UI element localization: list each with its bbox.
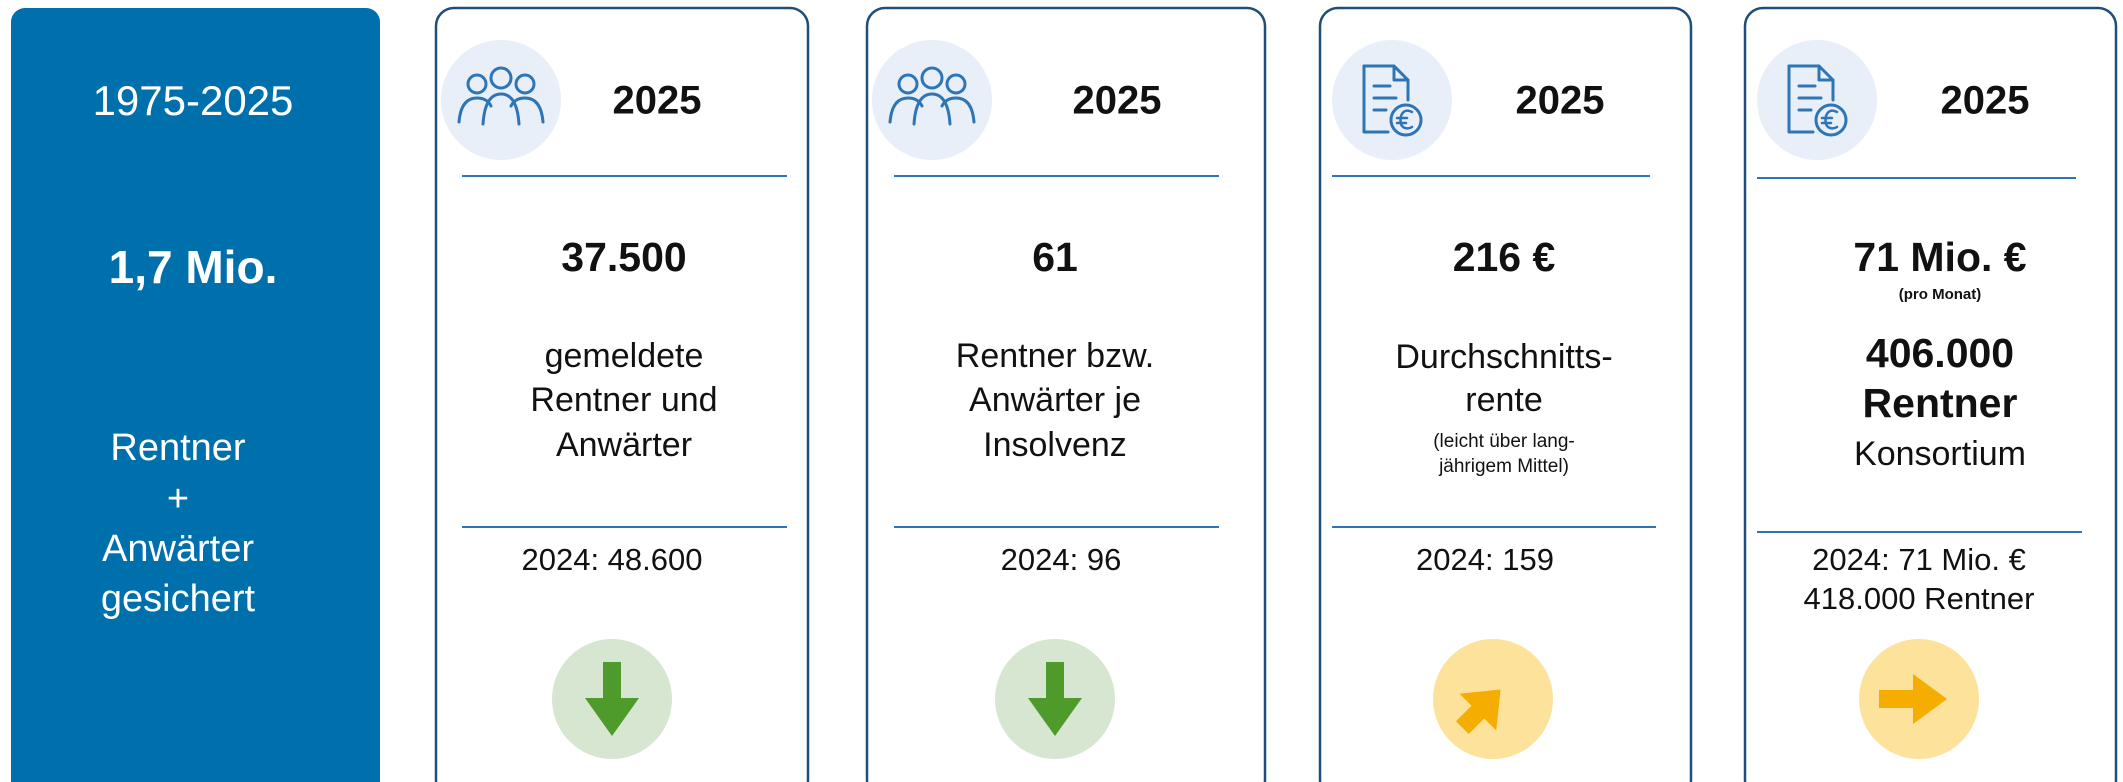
previous: 2024: 159 — [1416, 542, 1554, 577]
note: (leicht über lang- — [1433, 431, 1575, 452]
previous: 2024: 71 Mio. € — [1812, 542, 2026, 577]
card: 2025 61 Rentner bzw. Anwärter je Insolve… — [865, 6, 1267, 782]
year: 2025 — [1516, 79, 1605, 123]
previous: 2024: 48.600 — [521, 542, 702, 577]
card-frame — [434, 6, 810, 782]
value: 71 Mio. € — [1853, 234, 2026, 280]
note: jährigem Mittel) — [1438, 456, 1569, 477]
description: Anwärter je — [969, 381, 1141, 419]
total: 1,7 Mio. — [109, 241, 278, 293]
value: 216 € — [1453, 234, 1556, 280]
period: 1975-2025 — [93, 77, 294, 124]
document-icon — [1362, 64, 1423, 137]
description: Rentner bzw. — [956, 337, 1154, 375]
icon-bg — [1332, 40, 1452, 160]
trend-arrow-up — [1455, 689, 1501, 735]
label-line: gesichert — [101, 578, 256, 620]
card-frame — [1743, 6, 2118, 782]
card: 2025 37.500 gemeldete Rentner und Anwärt… — [434, 6, 810, 782]
previous: 418.000 Rentner — [1804, 581, 2035, 616]
people-icon — [888, 66, 976, 126]
label-line: Rentner — [110, 427, 246, 469]
document-icon — [1787, 64, 1848, 137]
description: Rentner und — [530, 381, 717, 419]
description: Konsortium — [1854, 435, 2026, 473]
icon-bg — [1757, 40, 1877, 160]
description: gemeldete — [545, 337, 704, 375]
description: Durchschnitts- — [1395, 338, 1612, 376]
summary-panel — [11, 8, 380, 782]
trend-arrow-down — [585, 662, 639, 736]
previous: 2024: 96 — [1001, 542, 1122, 577]
people-icon — [457, 66, 545, 126]
note: (pro Monat) — [1899, 286, 1981, 303]
value: 37.500 — [561, 234, 686, 280]
icon-bg — [872, 40, 992, 160]
description: Rentner — [1863, 380, 2018, 426]
trend-arrow-down — [1028, 662, 1082, 736]
icon-bg — [441, 40, 561, 160]
description: rente — [1465, 381, 1543, 419]
value: 61 — [1032, 234, 1078, 280]
card-frame — [865, 6, 1267, 782]
description: Insolvenz — [983, 426, 1127, 464]
description: 406.000 — [1866, 330, 2014, 376]
label-line: Anwärter — [102, 528, 254, 570]
card-frame — [1318, 6, 1693, 782]
card: 2025 71 Mio. € (pro Monat) 406.000 Rentn… — [1743, 6, 2118, 782]
description: Anwärter — [556, 426, 692, 464]
year: 2025 — [1941, 79, 2030, 123]
trend-arrow-right — [1879, 674, 1947, 724]
label-line: + — [167, 478, 189, 520]
year: 2025 — [613, 79, 702, 123]
year: 2025 — [1073, 79, 1162, 123]
card: 2025 216 € Durchschnitts- rente (leicht … — [1318, 6, 1693, 782]
